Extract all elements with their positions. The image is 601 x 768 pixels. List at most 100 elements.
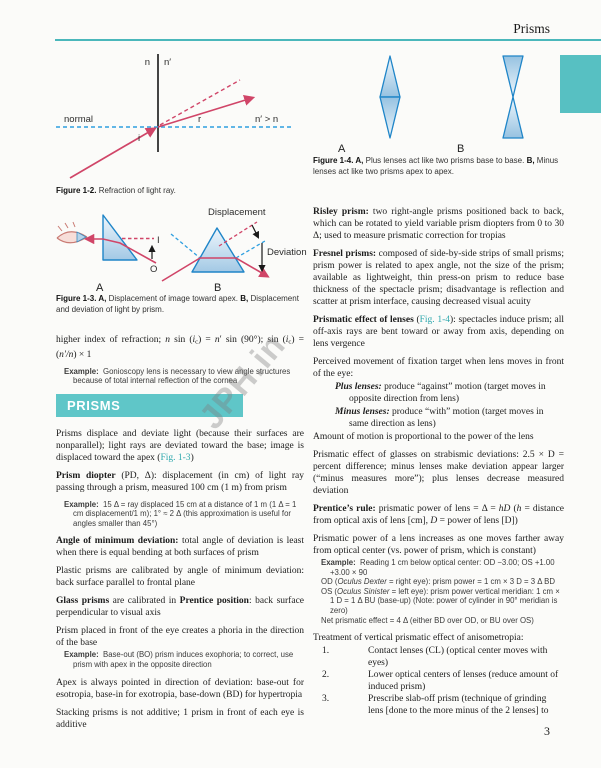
text-segment: Prisms displace and deviate light (becau…	[56, 428, 304, 463]
text-segment: Plus lenses:	[335, 382, 382, 392]
numbered-list: 1. Contact lenses (CL) (optical center mo…	[313, 645, 564, 717]
example-line: Net prismatic effect = 4 Δ (either BD ov…	[321, 616, 564, 626]
text-segment: Example:	[64, 366, 103, 376]
text-segment: Figure 1-2.	[56, 186, 99, 195]
text-segment: n	[165, 335, 171, 345]
text-segment: sin (	[170, 335, 193, 345]
figure-1-2-refraction-diagram: n n′ normal n′ > n i r	[56, 54, 294, 179]
paragraph: Perceived movement of fixation target wh…	[313, 356, 564, 380]
text-segment: (	[510, 504, 517, 514]
plus-lens-bottom-prism	[379, 96, 401, 139]
paragraph: Fresnel prisms: composed of side-by-side…	[313, 248, 564, 308]
plus-lens-top-prism	[379, 55, 401, 98]
text-segment: hD	[498, 504, 511, 514]
text-segment: Prismatic effect of lenses	[313, 315, 414, 325]
header-rule	[55, 39, 601, 41]
example-line: Example: 15 Δ = ray displaced 15 cm at a…	[64, 500, 304, 529]
paragraph: Minus lenses: produce “with” motion (tar…	[313, 406, 564, 430]
list-number: 2.	[322, 670, 330, 681]
text-segment: Fig. 1-4	[419, 315, 450, 325]
text-segment: c	[288, 338, 292, 346]
label-deviation: Deviation	[267, 247, 307, 258]
text-segment: Example:	[64, 650, 103, 660]
text-segment: PRISMS	[67, 397, 121, 413]
text-segment: Reading 1 cm below optical center: OD −3…	[330, 558, 555, 577]
text-segment: )	[190, 452, 194, 463]
example-line: Example: Reading 1 cm below optical cent…	[321, 558, 564, 577]
text-segment: = right eye): prism power = 1 cm × 3 D =…	[386, 577, 556, 587]
label-n-prime: n′	[164, 57, 171, 68]
figure-1-3-caption: Figure 1-3. A, Displacement of image tow…	[56, 294, 300, 315]
label-panel-a: A	[338, 143, 346, 154]
figure-1-4-lens-prism-diagram: A B	[338, 55, 524, 154]
label-panel-b: B	[214, 282, 221, 294]
text-segment: Amount of motion is proportional to the …	[313, 432, 534, 442]
text-segment: Perceived movement of fixation target wh…	[313, 357, 564, 379]
undeviated-ray	[159, 79, 241, 126]
text-segment: Angle of minimum deviation:	[56, 536, 179, 547]
text-segment: Base-out (BO) prism induces exophoria; t…	[73, 650, 294, 670]
text-segment: i	[192, 335, 196, 345]
example-note: Example: Reading 1 cm below optical cent…	[313, 558, 564, 625]
text-segment: B,	[526, 156, 535, 165]
paragraph: Prismatic effect of lenses (Fig. 1-4): s…	[313, 314, 564, 350]
paragraph: Treatment of vertical prismatic effect o…	[313, 632, 564, 644]
text-segment: Refraction of light ray.	[98, 186, 176, 195]
text-segment: n	[214, 335, 220, 345]
label-displacement: Displacement	[208, 207, 266, 218]
list-number: 1.	[322, 646, 330, 657]
text-segment: (PD, Δ): displacement (in cm) of light r…	[56, 470, 305, 493]
text-segment: Lower optical centers of lenses (reduce …	[368, 670, 559, 693]
text-segment: B,	[240, 294, 249, 303]
text-segment: two right-angle prisms positioned back t…	[313, 207, 565, 241]
paragraph: Plus lenses: produce “against” motion (t…	[313, 381, 564, 405]
paragraph: Prism diopter (PD, Δ): displacement (in …	[56, 470, 304, 494]
text-segment: Prismatic power of a lens increases as o…	[313, 534, 564, 556]
section-header: PRISMS	[56, 393, 243, 417]
text-segment: Risley prism:	[313, 207, 369, 217]
text-segment: Example:	[321, 558, 360, 567]
text-segment: (	[413, 315, 420, 325]
text-segment: c	[195, 338, 199, 346]
text-segment: h	[516, 504, 522, 514]
text-segment: D	[430, 516, 438, 526]
text-segment: ′ sin (90°); sin (	[219, 335, 286, 345]
text-segment: Figure 1-3.	[56, 294, 99, 303]
text-segment: ): spectacles induce prism; all off-axis…	[313, 315, 565, 349]
text-segment: Minus lenses act like two prisms apex to…	[313, 156, 559, 176]
list-item: 1. Contact lenses (CL) (optical center mo…	[313, 645, 564, 669]
left-column: higher index of refraction; n sin (ic) =…	[56, 334, 304, 737]
example-line: OS (Oculus Sinister = left eye): prism p…	[321, 587, 564, 616]
text-segment: A,	[98, 294, 107, 303]
example-line: Example: Base-out (BO) prism induces exo…	[64, 650, 304, 669]
text-segment: A,	[355, 156, 364, 165]
text-segment: ) =	[198, 335, 215, 345]
paragraph: higher index of refraction; n sin (ic) =…	[56, 334, 304, 361]
text-segment: Gonioscopy lens is necessary to view ang…	[73, 366, 291, 386]
text-segment: ) × 1	[73, 349, 92, 360]
text-segment: Plastic prisms are calibrated by angle o…	[56, 566, 304, 589]
figure-1-2-caption: Figure 1-2. Refraction of light ray.	[56, 186, 266, 197]
text-segment: : back surface perpendicular to visual a…	[56, 596, 305, 619]
text-segment: Fresnel prisms:	[313, 249, 377, 259]
chapter-tab	[560, 55, 601, 113]
list-item: 2. Lower optical centers of lenses (reduc…	[313, 669, 564, 693]
page-number: 3	[544, 724, 550, 738]
text-segment: Displacement of image toward apex.	[106, 294, 241, 303]
refracted-ray	[157, 95, 256, 128]
label-panel-b: B	[457, 143, 464, 154]
text-segment: Prismatic effect of glasses on strabismi…	[313, 450, 564, 496]
text-segment: are calibrated in	[109, 596, 180, 607]
paragraph: Apex is always pointed in direction of d…	[56, 677, 304, 701]
text-segment: Net prismatic effect = 4 Δ (either BD ov…	[321, 615, 534, 625]
text-segment: Plus lenses act like two prisms base to …	[363, 156, 527, 165]
text-segment: prismatic power of lens = Δ =	[375, 504, 499, 514]
incident-ray	[69, 127, 157, 179]
label-relation: n′ > n	[255, 114, 278, 125]
displacement-arrow-b	[251, 224, 259, 239]
minus-lens-bottom-prism	[502, 96, 524, 139]
text-segment: Stacking prisms is not additive; 1 prism…	[56, 707, 304, 730]
list-number: 3.	[322, 694, 330, 705]
text-segment: ) = (	[56, 335, 304, 360]
text-segment: Prentice position	[179, 596, 249, 607]
